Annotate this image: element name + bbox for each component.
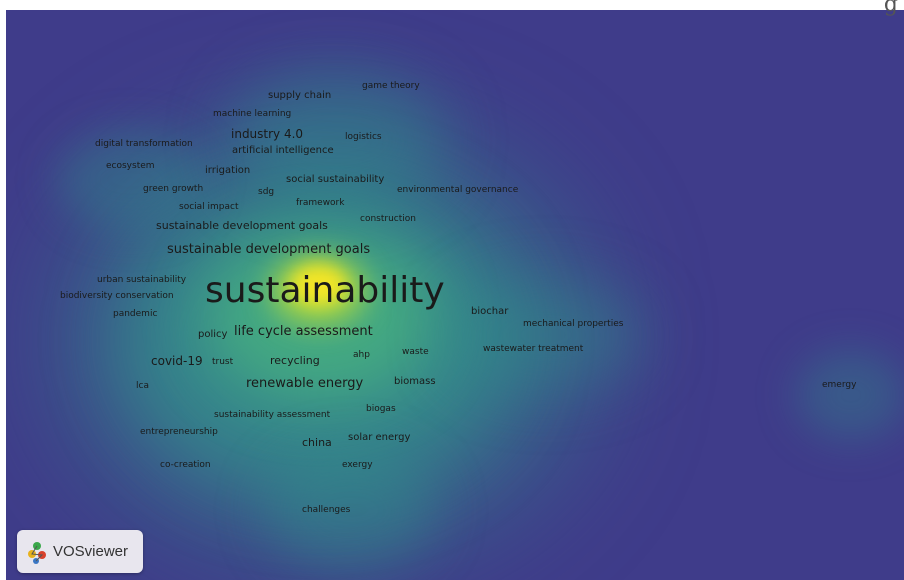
keyword-label: co-creation [160,460,211,470]
keyword-label: logistics [345,132,382,142]
keyword-label: sustainable development goals [167,242,371,257]
keyword-label: emergy [822,380,857,390]
keyword-label: biomass [394,376,436,387]
keyword-label: supply chain [268,90,332,101]
keyword-label: challenges [302,505,351,515]
density-map[interactable]: sustainability sustainable development go… [6,10,904,580]
keyword-label: china [302,436,332,449]
keyword-label: social impact [179,202,239,212]
vosviewer-icon [28,541,46,564]
keyword-label: trust [212,357,234,367]
keyword-label: framework [296,198,345,208]
density-blob [446,280,646,390]
keyword-label: solar energy [348,432,411,443]
keyword-label: ahp [353,350,370,360]
keyword-label: renewable energy [246,376,364,391]
keyword-label: entrepreneurship [140,427,218,437]
keyword-label: waste [402,347,429,357]
keyword-label: green growth [143,184,204,194]
keyword-label: sustainability [205,270,445,311]
keyword-label: irrigation [205,165,251,176]
keyword-label: wastewater treatment [483,344,584,354]
keyword-label: policy [198,329,228,340]
vosviewer-label: VOSviewer [53,543,129,560]
keyword-label: environmental governance [397,185,519,195]
keyword-label: construction [360,214,416,224]
keyword-label: recycling [270,354,320,367]
keyword-label: artificial intelligence [232,145,334,156]
keyword-label: digital transformation [95,139,193,149]
keyword-label: mechanical properties [523,319,624,329]
keyword-label: biogas [366,404,396,414]
keyword-label: urban sustainability [97,275,187,285]
keyword-label: social sustainability [286,174,385,185]
corner-glyph: g [883,0,898,17]
density-blob [796,350,904,440]
keyword-label: game theory [362,81,420,91]
keyword-label: covid-19 [151,354,203,368]
keyword-label: biodiversity conservation [60,291,174,301]
keyword-label: biochar [471,306,509,317]
keyword-label: life cycle assessment [234,324,373,339]
keyword-label: industry 4.0 [231,127,304,141]
keyword-label: sustainability assessment [214,410,331,420]
keyword-label: sdg [258,187,275,197]
keyword-label: ecosystem [106,161,155,171]
keyword-label: lca [136,381,149,391]
keyword-label: machine learning [213,109,292,119]
keyword-label: pandemic [113,309,158,319]
vosviewer-logo[interactable]: VOSviewer [17,530,143,573]
keyword-label: exergy [342,460,373,470]
keyword-label: sustainable development goals [156,219,328,232]
